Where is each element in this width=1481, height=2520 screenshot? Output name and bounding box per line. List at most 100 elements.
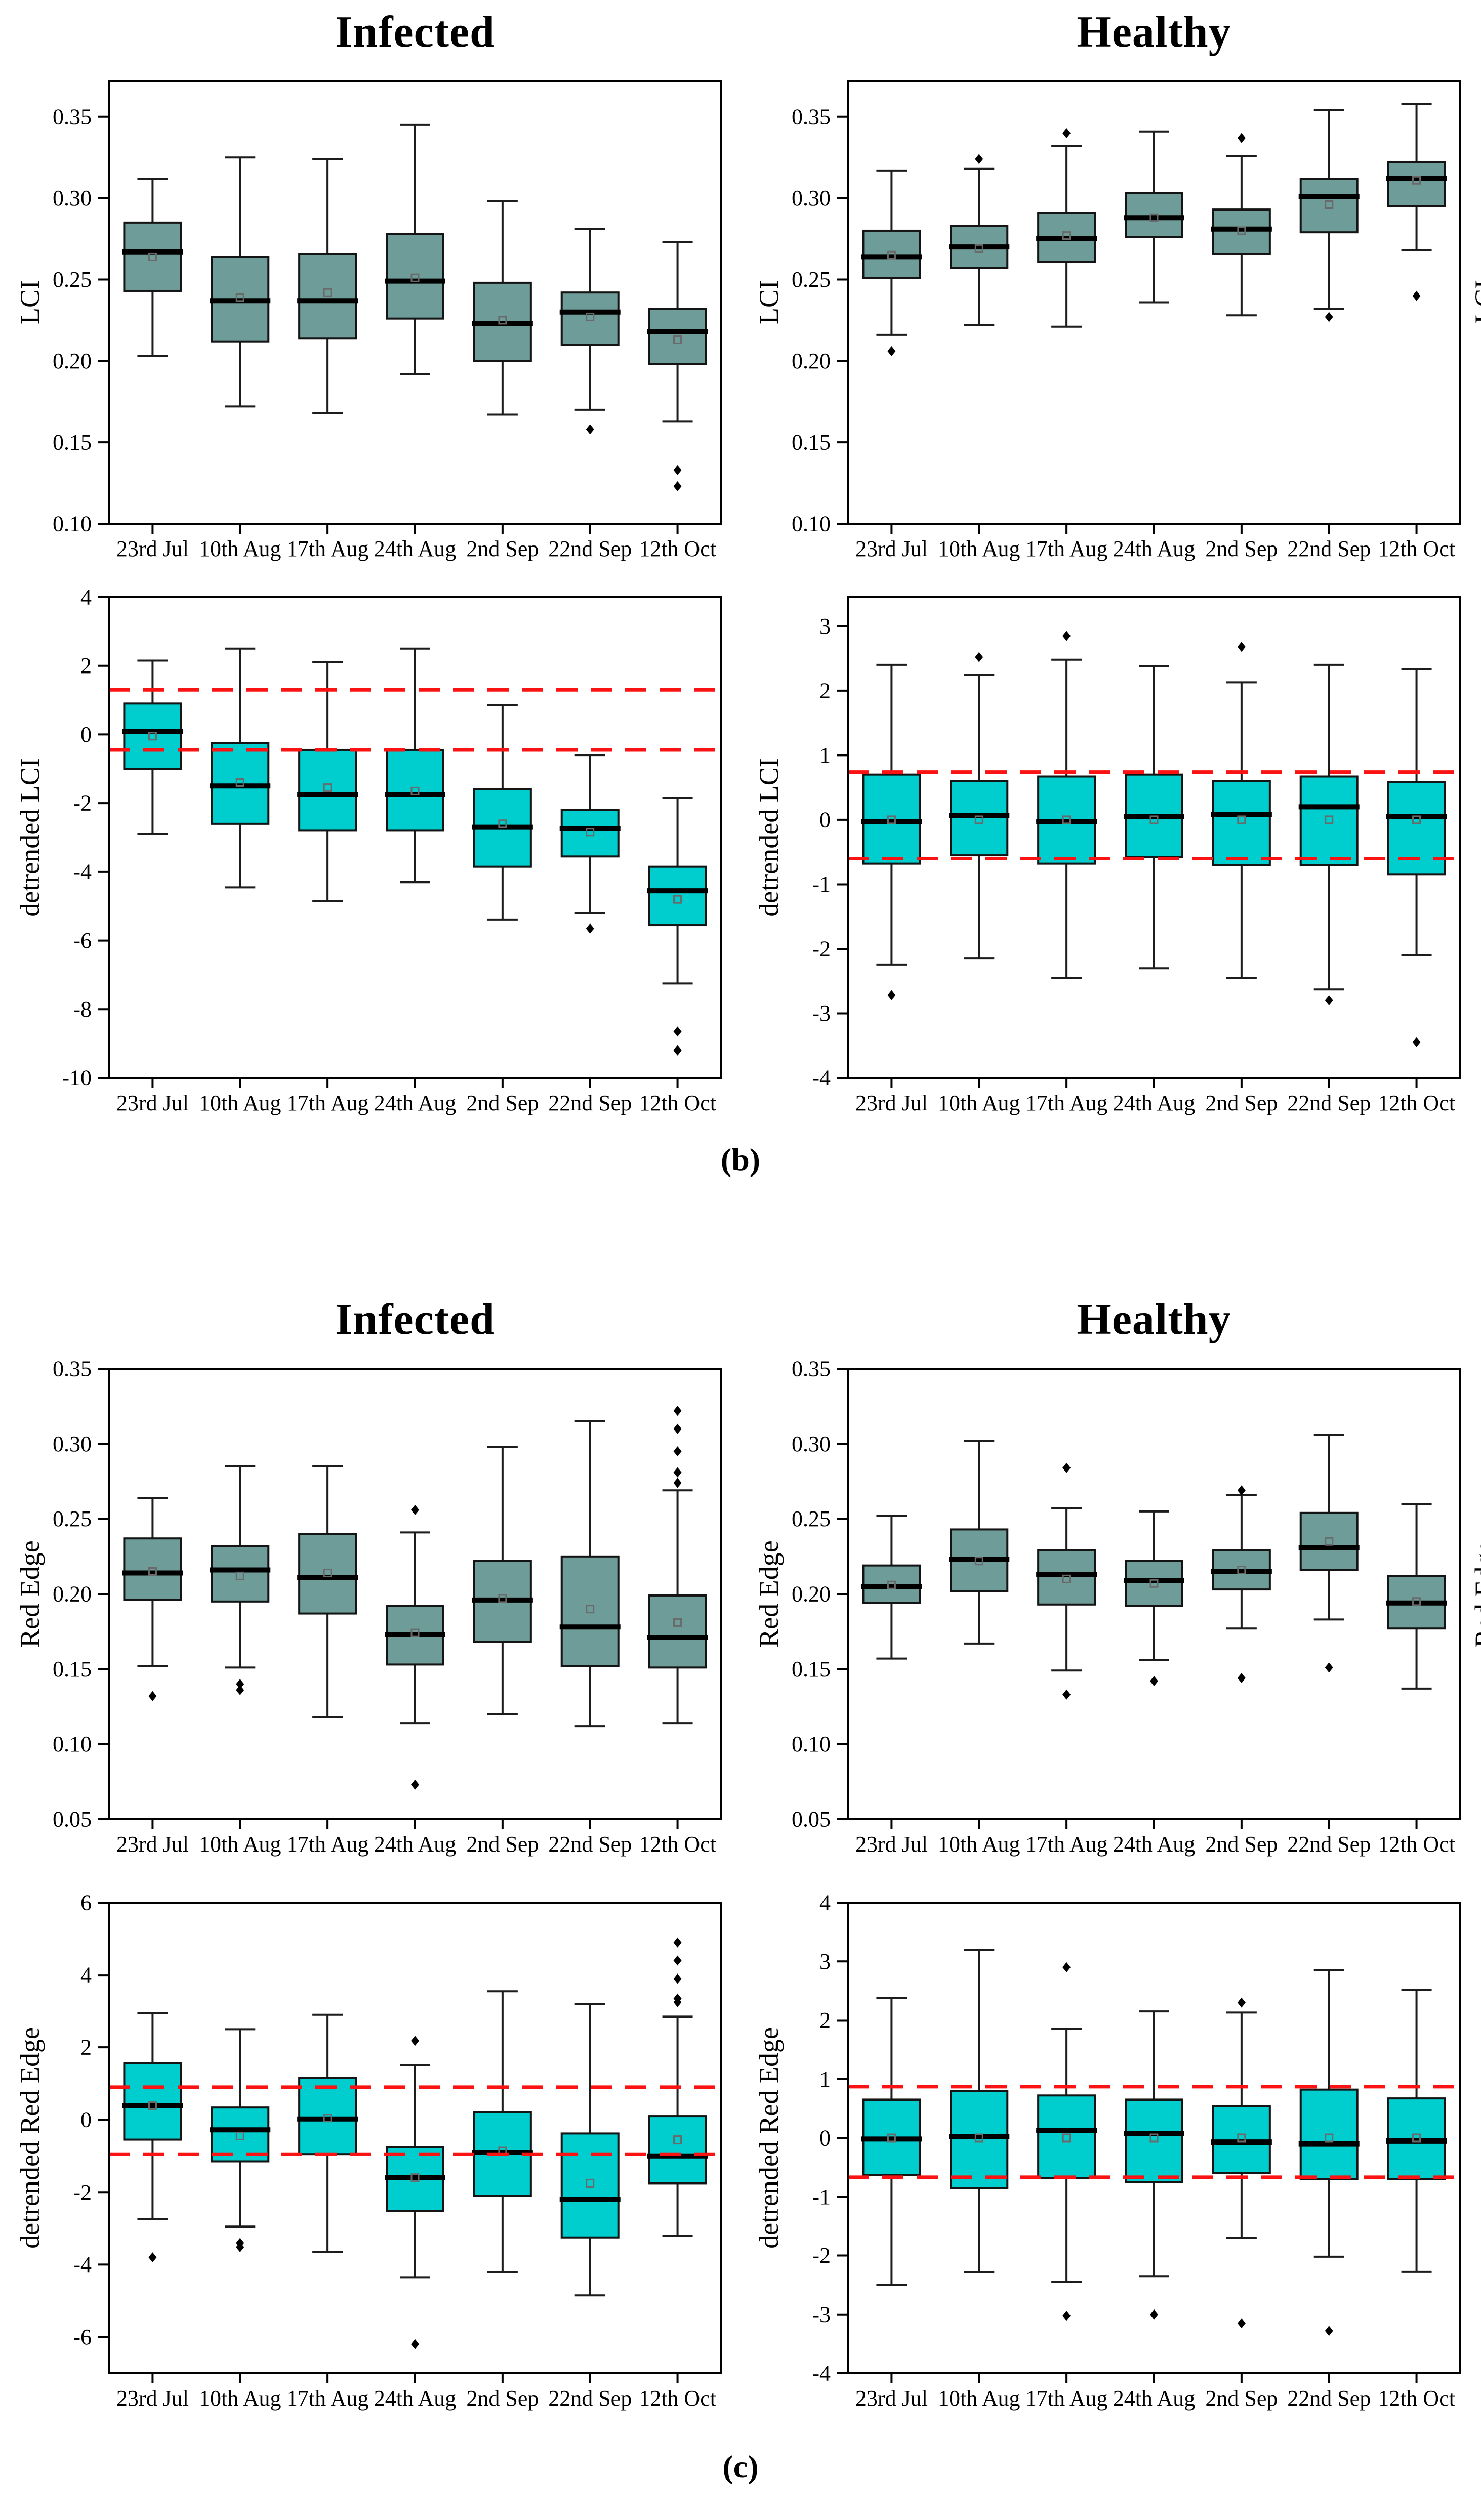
mean-marker	[586, 312, 595, 321]
mean-marker	[235, 293, 244, 302]
outlier-point	[673, 1406, 682, 1416]
y-tick-label: 0.35	[53, 104, 92, 129]
box	[1125, 1560, 1183, 1607]
mean-marker	[323, 1568, 332, 1577]
y-tick-label: 2	[80, 2035, 92, 2060]
box	[1299, 775, 1359, 866]
box	[1212, 2105, 1271, 2174]
y-tick-label: 0.10	[792, 1732, 831, 1756]
y-tick-label: 0.35	[792, 1361, 831, 1381]
x-category-label: 23rd Jul	[116, 1832, 189, 1857]
mean-marker	[974, 244, 983, 253]
boxplot-svg-c-infected-detrended-rededge: -6 -4 -2 0 2 4 6 23rd Jul 10th Aug 17th Aug 24th A…	[15, 1891, 722, 2411]
panel-b-healthy-detrended-lci: -4 -3 -2 -1 0 1 2 3 23rd Jul 10th Aug 17th Aug 24th…	[752, 590, 1465, 1121]
panel-c-infected-rededge: 0.05 0.10 0.15 0.20 0.25 0.30 0.35 23rd Jul 10th…	[13, 1357, 726, 1862]
boxplot-svg-c-healthy-detrended-rededge: -4 -3 -2 -1 0 1 2 3 4 23rd Jul 10th Aug 17th Aug 24t…	[754, 1891, 1461, 2411]
x-category-label: 23rd Jul	[116, 536, 189, 561]
outlier-point	[411, 1779, 419, 1790]
y-tick-label: -4	[73, 859, 92, 884]
x-category-label: 17th Aug	[286, 2386, 369, 2411]
x-category-label: 24th Aug	[1113, 2386, 1196, 2411]
mean-marker	[410, 2173, 420, 2182]
mean-marker	[1412, 176, 1421, 185]
y-tick-label: 2	[80, 653, 92, 678]
x-category-label: 17th Aug	[1025, 536, 1108, 561]
plot-frame	[108, 596, 722, 1079]
outlier-point	[1237, 1997, 1246, 2008]
outlier-point	[236, 1679, 244, 1689]
plot-frame	[108, 1368, 722, 1820]
x-category-label: 23rd Jul	[855, 536, 928, 561]
y-tick-label: 0.15	[53, 430, 92, 455]
mean-marker	[974, 2133, 983, 2143]
panel-b-infected-detrended-lci: -10 -8 -6 -4 -2 0 2 4 23rd Jul 10th Aug 17th Aug 24…	[13, 585, 726, 1121]
x-category-label: 12th Oct	[639, 536, 716, 561]
box	[298, 748, 357, 832]
x-category-label: 24th Aug	[1113, 1832, 1196, 1857]
y-tick-label: 0.15	[792, 430, 831, 455]
y-tick-label: 0.10	[53, 1732, 92, 1756]
y-tick-label: 0.25	[53, 267, 92, 292]
x-category-label: 12th Oct	[639, 1832, 716, 1857]
box	[1299, 1511, 1359, 1571]
outlier-point	[1325, 312, 1333, 322]
outlier-point	[1237, 1673, 1246, 1684]
y-tick-label: 0.20	[792, 1582, 831, 1607]
x-category-label: 23rd Jul	[855, 1090, 928, 1115]
column-title-healthy-b: Healthy	[1077, 8, 1231, 57]
x-category-label: 24th Aug	[374, 2386, 457, 2411]
outlier-point	[411, 1504, 419, 1515]
x-category-label: 22nd Sep	[548, 2386, 632, 2411]
y-tick-label: 4	[819, 1895, 831, 1915]
mean-marker	[673, 1618, 682, 1627]
x-category-label: 17th Aug	[1025, 1832, 1108, 1857]
x-category-label: 2nd Sep	[1205, 2386, 1278, 2411]
panel-b-infected-lci: 0.10 0.15 0.20 0.25 0.30 0.35 23rd Jul 10th Aug…	[13, 73, 726, 567]
box	[211, 742, 270, 825]
y-tick-label: -2	[73, 2180, 92, 2205]
box	[1037, 2094, 1096, 2179]
section-label-c: (c)	[722, 2449, 759, 2485]
outlier-point	[673, 1446, 682, 1457]
outlier-point	[1237, 1485, 1246, 1496]
cropped-ylabel-fragment-lci: LCI	[1469, 280, 1481, 324]
box	[648, 2115, 707, 2185]
column-title-infected-b: Infected	[335, 8, 495, 57]
outlier-point	[148, 1691, 157, 1701]
x-category-label: 22nd Sep	[1287, 1832, 1371, 1857]
outlier-point	[1237, 642, 1246, 652]
y-tick-label: 1	[819, 743, 831, 768]
x-category-label: 24th Aug	[1113, 536, 1196, 561]
outlier-point	[673, 1973, 682, 1984]
y-tick-label: 3	[819, 614, 831, 639]
x-category-label: 10th Aug	[199, 2386, 281, 2411]
column-title-healthy-c: Healthy	[1077, 1295, 1231, 1344]
box	[560, 1555, 620, 1667]
outlier-point	[1062, 2311, 1071, 2321]
box	[123, 702, 182, 770]
x-category-label: 2nd Sep	[466, 2386, 539, 2411]
mean-marker	[1325, 815, 1334, 824]
panel-b-healthy-lci: 0.10 0.15 0.20 0.25 0.30 0.35 23rd Jul 10th Aug…	[752, 73, 1465, 567]
mean-marker	[235, 2131, 244, 2140]
outlier-point	[673, 1997, 682, 2007]
box	[1387, 781, 1446, 876]
mean-marker	[586, 1605, 595, 1614]
outlier-point	[1237, 2318, 1246, 2329]
x-category-label: 17th Aug	[286, 1090, 369, 1115]
mean-marker	[1412, 1597, 1421, 1606]
cropped-ylabel-fragment-rededge: Red Edge	[1469, 1540, 1481, 1648]
y-tick-label: -4	[73, 2252, 92, 2277]
y-tick-label: -1	[812, 2185, 831, 2209]
outlier-point	[1150, 1676, 1158, 1687]
outlier-point	[586, 424, 594, 435]
outlier-point	[1062, 1962, 1071, 1972]
boxplot-svg-c-healthy-rededge: 0.05 0.10 0.15 0.20 0.25 0.30 0.35 23rd Jul 10th…	[754, 1357, 1461, 1857]
y-axis-title: detrended Red Edge	[754, 2027, 784, 2249]
outlier-point	[586, 923, 594, 934]
x-category-label: 10th Aug	[199, 1832, 281, 1857]
x-category-label: 12th Oct	[639, 2386, 716, 2411]
outlier-point	[673, 1423, 682, 1434]
y-tick-label: 0.20	[53, 1582, 92, 1607]
mean-marker	[323, 288, 332, 297]
